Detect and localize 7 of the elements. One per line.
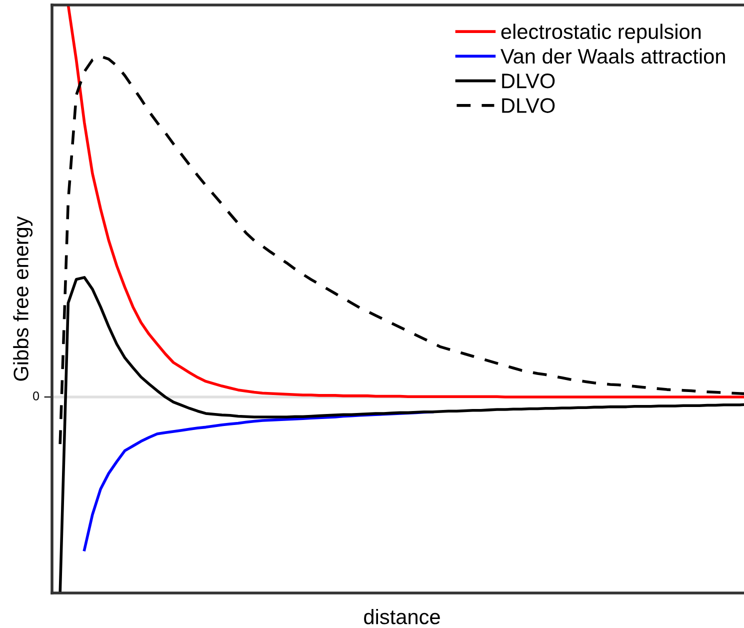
legend-label: DLVO xyxy=(502,98,555,113)
y-axis-title: Gibbs free energy xyxy=(13,216,33,381)
legend-label: Van der Waals attraction xyxy=(500,48,725,64)
legend-label: DLVO xyxy=(502,74,555,88)
x-axis-title: distance xyxy=(364,608,440,624)
legend-label: electrostatic repulsion xyxy=(501,24,701,44)
ref-line-label: 0 xyxy=(33,392,40,400)
